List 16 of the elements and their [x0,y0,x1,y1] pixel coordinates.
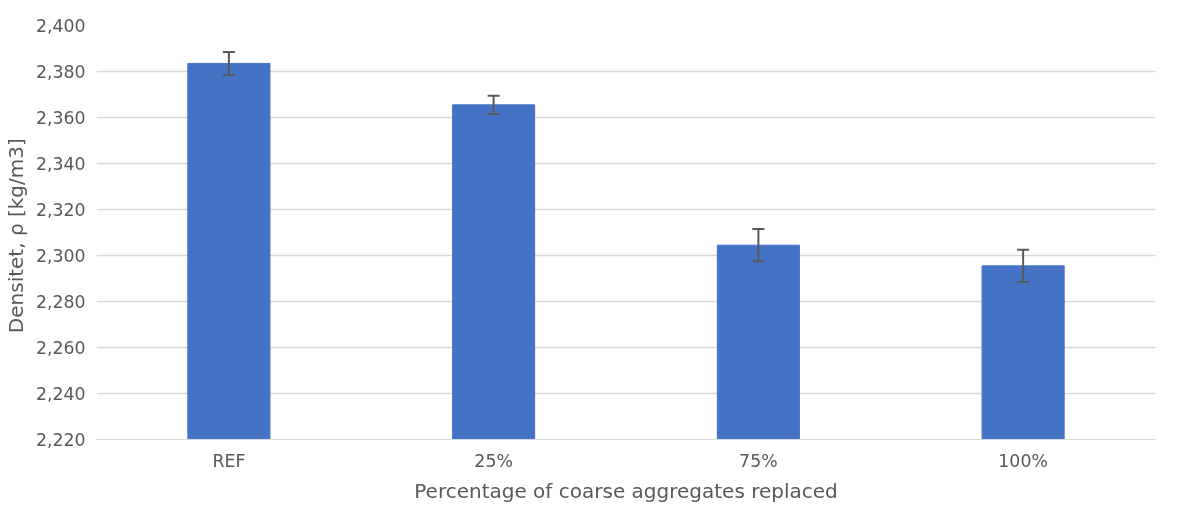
y-tick-label: 2,220 [35,430,86,450]
y-tick-label: 2,380 [35,62,86,82]
y-tick-label: 2,280 [35,292,86,312]
x-tick-label: 100% [998,450,1048,471]
y-tick-label: 2,260 [35,338,86,358]
y-tick-label: 2,400 [35,16,86,36]
x-axis-title: Percentage of coarse aggregates replaced [414,478,838,503]
x-tick-label: REF [212,450,246,471]
x-tick-label: 25% [474,450,513,471]
y-tick-label: 2,320 [35,200,86,220]
y-tick-label: 2,360 [35,108,86,128]
y-axis-title: Densitet, ρ [kg/m3] [3,138,28,334]
y-tick-label: 2,240 [35,384,86,404]
y-tick-label: 2,340 [35,154,86,174]
y-tick-label: 2,300 [35,246,86,266]
x-tick-label: 75% [739,450,778,471]
